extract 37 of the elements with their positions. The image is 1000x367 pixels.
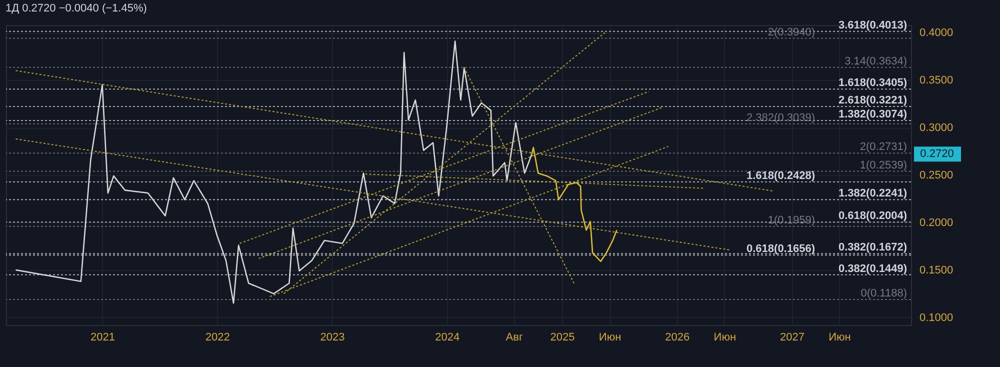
y-tick-label: 0.1500 xyxy=(920,264,954,276)
y-tick-label: 0.3000 xyxy=(920,122,954,134)
ref-line-label: 1.618(0.3405) xyxy=(838,77,908,90)
ref-line-label: 1(0.2539) xyxy=(860,159,907,172)
ref-line-label: 1.382(0.2241) xyxy=(838,188,908,200)
x-tick-label: Июн xyxy=(714,332,736,344)
ref-line-label: 2(0.2731) xyxy=(860,141,907,154)
ref-line-label: 0.618(0.1656) xyxy=(746,243,816,256)
x-tick-label: 2022 xyxy=(205,332,230,344)
ref-line-label: 2.618(0.3221) xyxy=(838,94,908,107)
ref-line-label: 1.382(0.3074) xyxy=(838,108,908,121)
ref-line-label: 2(0.3940) xyxy=(768,26,815,38)
x-tick-label: Июн xyxy=(598,332,622,344)
y-tick-label: 0.3500 xyxy=(920,74,954,87)
ref-line-label: 1.618(0.2428) xyxy=(746,170,816,182)
x-tick-label: Авг xyxy=(506,332,523,344)
ref-line-label: 0.382(0.1672) xyxy=(838,242,908,254)
x-tick-label: 2025 xyxy=(550,332,575,344)
ref-line-label: 1(0.1959) xyxy=(768,214,815,226)
y-tick-label: 0.2500 xyxy=(920,170,954,182)
y-tick-label: 0.2000 xyxy=(920,216,954,229)
x-tick-label: Июн xyxy=(828,332,851,344)
x-tick-label: 2023 xyxy=(320,332,345,344)
x-tick-label: 2024 xyxy=(435,332,460,344)
ref-line-label: 0(0.1188) xyxy=(860,288,907,300)
ref-line-label: 0.382(0.1449) xyxy=(838,262,908,275)
x-tick-label: 2021 xyxy=(90,332,116,344)
x-tick-label: 2027 xyxy=(780,332,804,344)
y-tick-label: 0.1000 xyxy=(920,312,954,324)
ref-line-label: 3.618(0.4013) xyxy=(838,19,908,32)
ref-line-label: 3.14(0.3634) xyxy=(844,55,907,68)
y-tick-label: 0.4000 xyxy=(920,27,954,40)
ref-line-label: 0.618(0.2004) xyxy=(838,210,908,222)
x-tick-label: 2026 xyxy=(665,332,690,344)
chart-title: 1Д 0.2720 −0.0040 (−1.45%) xyxy=(6,2,147,14)
ref-line-label: 2.382(0.3039) xyxy=(746,112,815,124)
text: 0.2720 xyxy=(920,148,954,160)
